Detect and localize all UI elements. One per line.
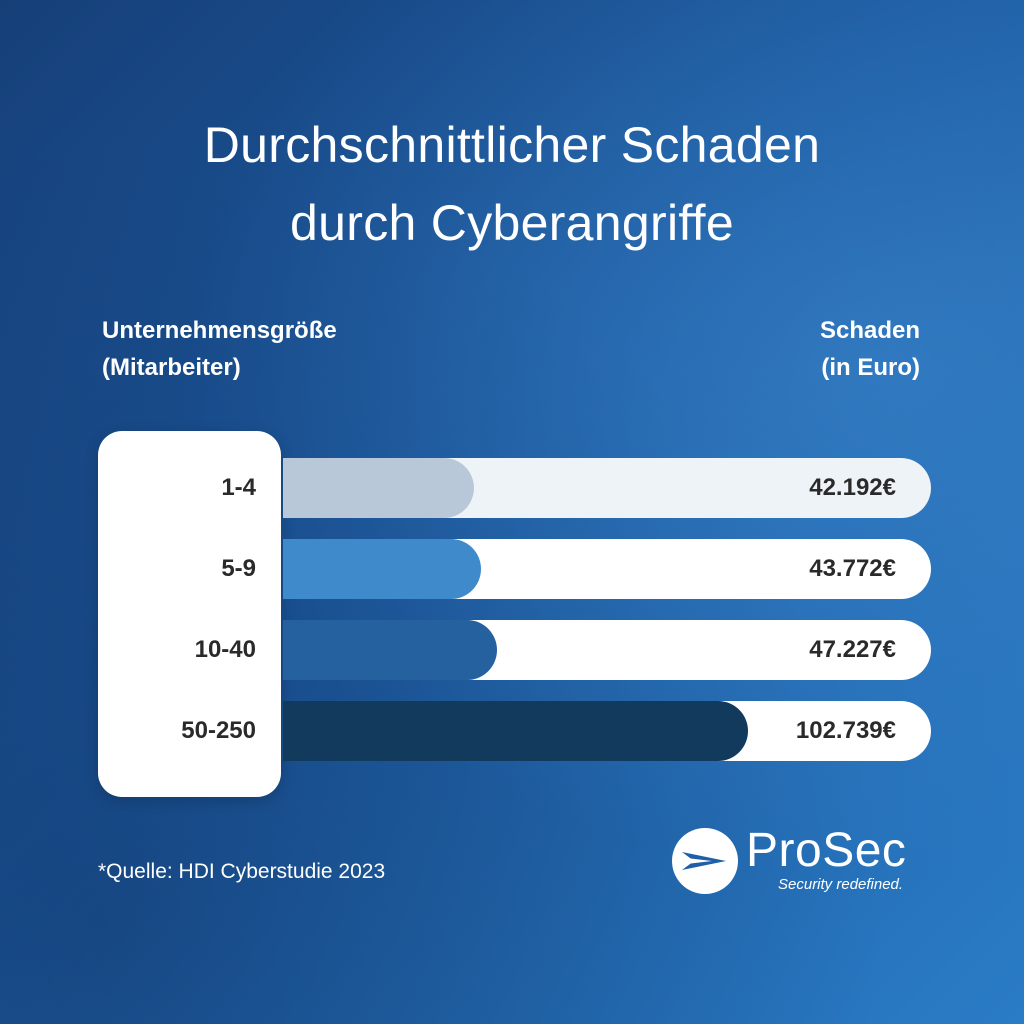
logo-tagline: Security redefined. <box>778 876 904 893</box>
logo-wordmark: ProSec <box>746 824 907 877</box>
category-label: 5-9 <box>221 555 256 582</box>
category-label-card <box>98 431 281 797</box>
category-axis-header: Unternehmensgröße (Mitarbeiter) <box>102 312 337 386</box>
prosec-logo: ProSec Security redefined. <box>672 824 942 898</box>
chart-title-line-2: durch Cyberangriffe <box>290 195 734 251</box>
value-label: 42.192€ <box>809 474 896 501</box>
bar-1-4 <box>283 458 475 518</box>
value-label: 102.739€ <box>795 717 896 744</box>
bar-50-250 <box>283 701 749 761</box>
value-label: 47.227€ <box>809 636 896 663</box>
category-label: 1-4 <box>221 474 256 501</box>
bar-5-9 <box>283 539 482 599</box>
logo-mark-icon <box>672 828 738 894</box>
bar-10-40 <box>283 620 497 680</box>
category-label: 50-250 <box>181 717 256 744</box>
value-label: 43.772€ <box>809 555 896 582</box>
category-axis-header-line-1: Unternehmensgröße <box>102 317 337 344</box>
source-note: *Quelle: HDI Cyberstudie 2023 <box>98 860 386 883</box>
category-axis-header-line-2: (Mitarbeiter) <box>102 354 241 381</box>
value-axis-header: Schaden (in Euro) <box>820 312 920 386</box>
category-label: 10-40 <box>194 636 256 663</box>
value-axis-header-line-2: (in Euro) <box>821 354 920 381</box>
chart-title: Durchschnittlicher Schaden durch Cyberan… <box>0 106 1024 262</box>
value-axis-header-line-1: Schaden <box>819 317 920 344</box>
chart-title-line-1: Durchschnittlicher Schaden <box>203 117 821 173</box>
